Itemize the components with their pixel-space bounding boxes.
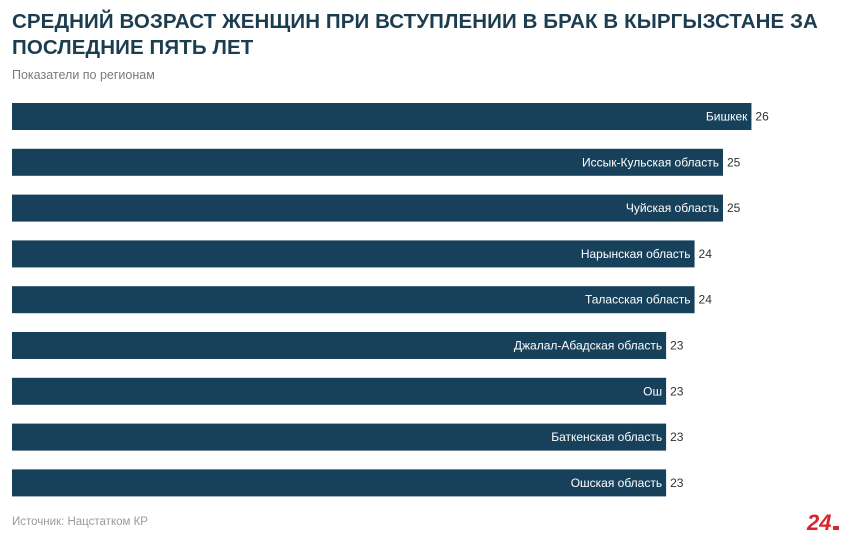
chart-title: Средний возраст женщин при вступлении в … xyxy=(12,10,818,59)
bar xyxy=(12,377,667,405)
bar-category-label: Ошская область xyxy=(571,476,662,490)
bar-value-label: 23 xyxy=(670,384,684,398)
bar xyxy=(12,286,695,314)
bar xyxy=(12,194,723,222)
logo-text: 24 xyxy=(806,510,831,535)
bar xyxy=(12,148,723,176)
bar-value-label: 25 xyxy=(727,201,741,215)
bar xyxy=(12,240,695,268)
bar-value-label: 23 xyxy=(670,476,684,490)
bar-category-label: Нарынская область xyxy=(581,247,691,261)
bar-value-label: 26 xyxy=(755,110,769,124)
chart-subtitle: Показатели по регионам xyxy=(12,68,155,82)
bar xyxy=(12,332,667,359)
bar-category-label: Таласская область xyxy=(585,293,691,307)
bar-value-label: 24 xyxy=(699,293,713,307)
bar-category-label: Ош xyxy=(643,384,662,398)
bar-category-label: Чуйская область xyxy=(626,201,719,215)
bar-value-label: 25 xyxy=(727,155,741,169)
bar xyxy=(12,423,667,451)
bar-category-label: Иссык-Кульская область xyxy=(582,155,719,169)
bar-category-label: Джалал-Абадская область xyxy=(514,339,662,353)
bar xyxy=(12,469,667,497)
source-note: Источник: Нацстатком КР xyxy=(12,516,148,528)
bar-value-label: 23 xyxy=(670,339,684,353)
bar-category-label: Бишкек xyxy=(706,110,748,124)
bar-category-label: Баткенская область xyxy=(551,430,662,444)
bar xyxy=(12,103,752,130)
bar-value-label: 24 xyxy=(699,247,713,261)
bar-value-label: 23 xyxy=(670,430,684,444)
brand-logo: 24 xyxy=(806,510,839,535)
